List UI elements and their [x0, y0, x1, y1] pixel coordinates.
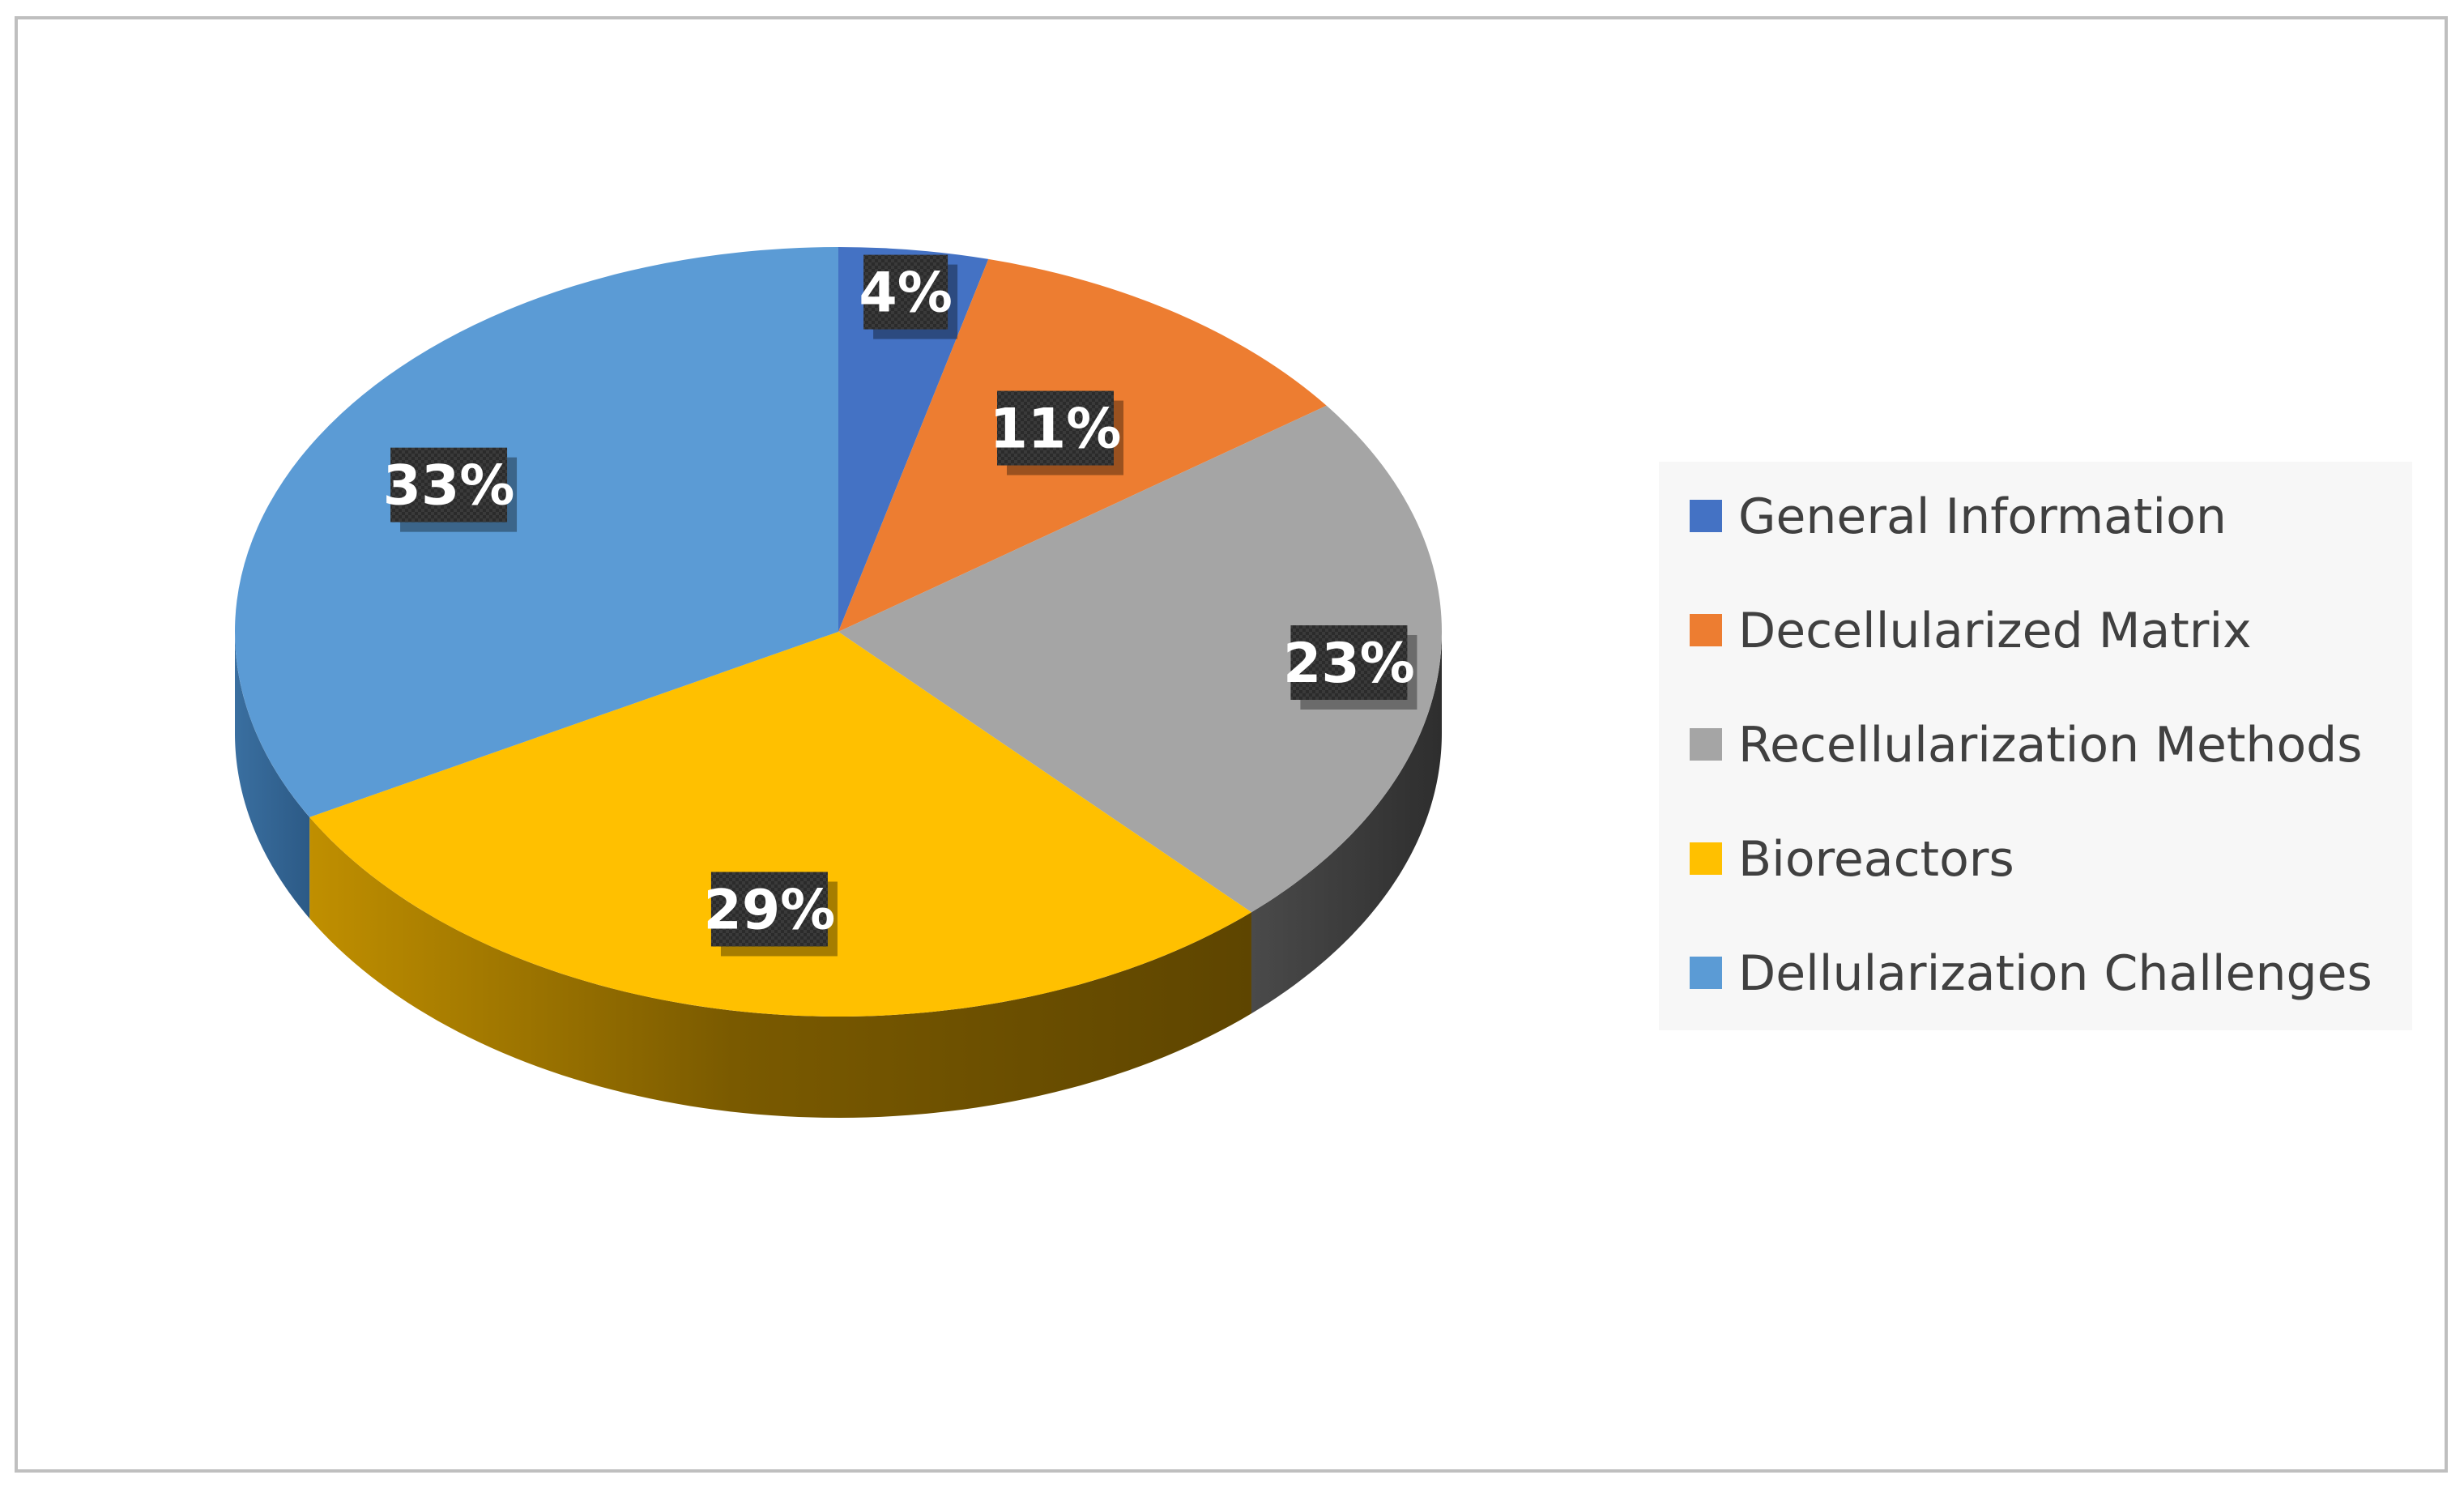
pie-slices — [234, 247, 1443, 1017]
data-label-text: 11% — [990, 398, 1122, 462]
legend-item-decellularized-matrix[interactable]: Decellularized Matrix — [1690, 603, 2252, 659]
side-bioreactors — [309, 816, 1251, 1118]
data-label-box — [863, 254, 949, 330]
legend-swatch — [1690, 614, 1722, 646]
pie-sides — [235, 632, 1442, 1118]
side-dellularization-challenges — [235, 632, 310, 919]
legend-label: General Information — [1738, 488, 2227, 545]
data-labels: 4% 11% 23% 29% 33% — [383, 254, 1417, 957]
legend-swatch — [1690, 728, 1722, 761]
data-label-bioreactors: 29% — [704, 872, 838, 957]
data-label-decellularized-matrix: 11% — [990, 390, 1124, 475]
legend-swatch — [1690, 957, 1722, 989]
legend-background — [1659, 462, 2412, 1030]
data-label-text: 33% — [383, 454, 515, 518]
slice-recellularization-methods[interactable] — [838, 405, 1443, 913]
legend-label: Recellularization Methods — [1738, 717, 2363, 774]
data-label-box — [997, 390, 1115, 466]
legend-item-general-information[interactable]: General Information — [1690, 488, 2227, 545]
side-recellularization-methods — [1251, 632, 1442, 1014]
data-label-text: 4% — [859, 262, 952, 326]
legend: General Information Decellularized Matrix… — [1659, 462, 2412, 1030]
legend-swatch — [1690, 842, 1722, 875]
data-label-box — [1290, 625, 1408, 700]
legend-label: Decellularized Matrix — [1738, 603, 2252, 659]
slice-bioreactors[interactable] — [309, 632, 1251, 1017]
legend-swatch — [1690, 500, 1722, 532]
legend-item-bioreactors[interactable]: Bioreactors — [1690, 831, 2014, 888]
data-label-dellularization-challenges: 33% — [383, 447, 518, 532]
data-label-text: 29% — [704, 878, 836, 942]
data-label-box — [390, 447, 508, 522]
slice-dellularization-challenges[interactable] — [234, 247, 839, 817]
legend-item-recellularization-methods[interactable]: Recellularization Methods — [1690, 717, 2363, 774]
data-label-general-information: 4% — [859, 254, 958, 339]
data-label-text: 23% — [1283, 632, 1415, 696]
data-label-recellularization-methods: 23% — [1283, 625, 1417, 710]
slice-general-information[interactable] — [838, 247, 989, 632]
legend-label: Dellularization Challenges — [1738, 945, 2372, 1002]
legend-item-dellularization-challenges[interactable]: Dellularization Challenges — [1690, 945, 2372, 1002]
data-label-box — [710, 872, 828, 947]
legend-label: Bioreactors — [1738, 831, 2014, 888]
